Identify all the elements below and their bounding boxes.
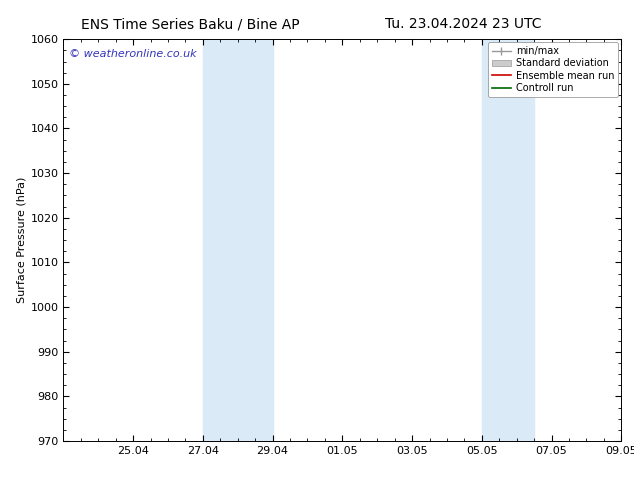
Bar — [482, 39, 534, 441]
Text: ENS Time Series Baku / Bine AP: ENS Time Series Baku / Bine AP — [81, 17, 299, 31]
Text: © weatheronline.co.uk: © weatheronline.co.uk — [69, 49, 197, 59]
Text: Tu. 23.04.2024 23 UTC: Tu. 23.04.2024 23 UTC — [385, 17, 541, 31]
Bar — [203, 39, 273, 441]
Legend: min/max, Standard deviation, Ensemble mean run, Controll run: min/max, Standard deviation, Ensemble me… — [488, 42, 618, 97]
Y-axis label: Surface Pressure (hPa): Surface Pressure (hPa) — [16, 177, 26, 303]
